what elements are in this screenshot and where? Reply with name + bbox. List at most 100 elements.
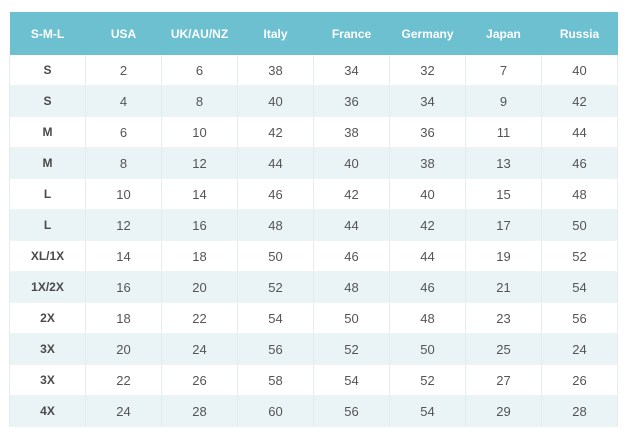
cell-sml: L	[9, 209, 86, 241]
cell-italy: 46	[237, 178, 314, 210]
cell-france: 50	[313, 302, 390, 334]
cell-france: 36	[313, 85, 390, 117]
header-uk-au-nz: UK/AU/NZ	[161, 12, 238, 55]
cell-uk-au-nz: 14	[161, 178, 238, 210]
cell-uk-au-nz: 20	[161, 271, 238, 303]
cell-japan: 17	[465, 209, 542, 241]
header-usa: USA	[85, 12, 162, 55]
table-row: 3X 22 26 58 54 52 27 26	[9, 364, 618, 396]
cell-italy: 56	[237, 333, 314, 365]
cell-japan: 25	[465, 333, 542, 365]
cell-uk-au-nz: 22	[161, 302, 238, 334]
cell-usa: 2	[85, 55, 162, 86]
cell-uk-au-nz: 8	[161, 85, 238, 117]
cell-japan: 21	[465, 271, 542, 303]
cell-uk-au-nz: 6	[161, 55, 238, 86]
cell-germany: 46	[389, 271, 466, 303]
cell-russia: 28	[541, 395, 618, 427]
cell-italy: 54	[237, 302, 314, 334]
cell-russia: 56	[541, 302, 618, 334]
table-row: 2X 18 22 54 50 48 23 56	[9, 302, 618, 334]
cell-usa: 20	[85, 333, 162, 365]
cell-france: 56	[313, 395, 390, 427]
cell-usa: 24	[85, 395, 162, 427]
cell-italy: 50	[237, 240, 314, 272]
cell-sml: 1X/2X	[9, 271, 86, 303]
cell-uk-au-nz: 28	[161, 395, 238, 427]
cell-japan: 29	[465, 395, 542, 427]
cell-japan: 19	[465, 240, 542, 272]
cell-italy: 42	[237, 116, 314, 148]
cell-germany: 42	[389, 209, 466, 241]
table-row: S 4 8 40 36 34 9 42	[9, 85, 618, 117]
table-row: XL/1X 14 18 50 46 44 19 52	[9, 240, 618, 272]
cell-uk-au-nz: 26	[161, 364, 238, 396]
cell-japan: 23	[465, 302, 542, 334]
table-row: M 8 12 44 40 38 13 46	[9, 147, 618, 179]
header-sml: S-M-L	[9, 12, 86, 55]
cell-russia: 48	[541, 178, 618, 210]
size-chart-table: S-M-L USA UK/AU/NZ Italy France Germany …	[9, 12, 618, 427]
table-header: S-M-L USA UK/AU/NZ Italy France Germany …	[9, 12, 618, 55]
cell-france: 48	[313, 271, 390, 303]
cell-uk-au-nz: 18	[161, 240, 238, 272]
cell-japan: 13	[465, 147, 542, 179]
header-russia: Russia	[541, 12, 618, 55]
cell-japan: 7	[465, 55, 542, 86]
cell-germany: 44	[389, 240, 466, 272]
cell-germany: 40	[389, 178, 466, 210]
cell-france: 52	[313, 333, 390, 365]
cell-uk-au-nz: 24	[161, 333, 238, 365]
cell-uk-au-nz: 12	[161, 147, 238, 179]
cell-usa: 6	[85, 116, 162, 148]
table-row: M 6 10 42 38 36 11 44	[9, 116, 618, 148]
header-germany: Germany	[389, 12, 466, 55]
cell-italy: 60	[237, 395, 314, 427]
header-france: France	[313, 12, 390, 55]
cell-russia: 46	[541, 147, 618, 179]
cell-japan: 15	[465, 178, 542, 210]
cell-usa: 8	[85, 147, 162, 179]
cell-usa: 14	[85, 240, 162, 272]
cell-italy: 40	[237, 85, 314, 117]
cell-russia: 24	[541, 333, 618, 365]
cell-japan: 27	[465, 364, 542, 396]
cell-russia: 44	[541, 116, 618, 148]
cell-usa: 22	[85, 364, 162, 396]
cell-italy: 58	[237, 364, 314, 396]
cell-france: 44	[313, 209, 390, 241]
table-row: L 12 16 48 44 42 17 50	[9, 209, 618, 241]
cell-russia: 52	[541, 240, 618, 272]
header-italy: Italy	[237, 12, 314, 55]
cell-germany: 36	[389, 116, 466, 148]
cell-japan: 9	[465, 85, 542, 117]
cell-russia: 26	[541, 364, 618, 396]
cell-sml: 2X	[9, 302, 86, 334]
cell-france: 38	[313, 116, 390, 148]
cell-italy: 52	[237, 271, 314, 303]
cell-sml: M	[9, 116, 86, 148]
cell-usa: 18	[85, 302, 162, 334]
header-japan: Japan	[465, 12, 542, 55]
cell-russia: 40	[541, 55, 618, 86]
cell-russia: 54	[541, 271, 618, 303]
cell-sml: L	[9, 178, 86, 210]
cell-sml: S	[9, 85, 86, 117]
cell-france: 40	[313, 147, 390, 179]
cell-germany: 52	[389, 364, 466, 396]
header-row: S-M-L USA UK/AU/NZ Italy France Germany …	[9, 12, 618, 55]
cell-italy: 44	[237, 147, 314, 179]
cell-germany: 48	[389, 302, 466, 334]
table-row: L 10 14 46 42 40 15 48	[9, 178, 618, 210]
table-row: 3X 20 24 56 52 50 25 24	[9, 333, 618, 365]
cell-sml: 3X	[9, 364, 86, 396]
cell-sml: M	[9, 147, 86, 179]
cell-sml: 4X	[9, 395, 86, 427]
cell-germany: 34	[389, 85, 466, 117]
cell-japan: 11	[465, 116, 542, 148]
cell-uk-au-nz: 16	[161, 209, 238, 241]
cell-uk-au-nz: 10	[161, 116, 238, 148]
cell-france: 46	[313, 240, 390, 272]
cell-italy: 38	[237, 55, 314, 86]
cell-germany: 50	[389, 333, 466, 365]
